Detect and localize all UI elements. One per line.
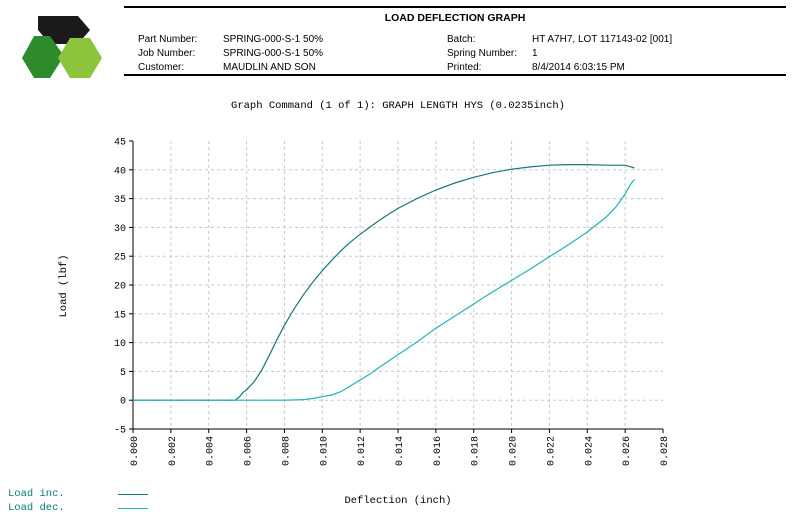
y-tick-label: 0 [120,397,126,408]
chart-grid [133,141,663,429]
part-number-label: Part Number: [138,34,198,45]
y-tick-label: 45 [114,138,126,149]
spring-number-value: 1 [532,48,538,59]
x-tick-label: 0.006 [244,436,255,466]
y-tick-label: 20 [114,282,126,293]
y-tick-label: 5 [120,368,126,379]
x-tick-label: 0.010 [319,436,330,466]
series-line-0 [133,164,635,401]
report-title: LOAD DEFLECTION GRAPH [384,12,526,24]
series-line-1 [133,179,636,401]
legend-swatch-load-inc [118,494,148,495]
x-tick-label: 0.020 [509,436,520,466]
x-tick-label: 0.004 [206,436,217,466]
x-tick-label: 0.022 [546,436,557,466]
x-tick-label: 0.026 [622,436,633,466]
spring-number-label: Spring Number: [447,48,518,59]
x-tick-label: 0.008 [281,436,292,466]
customer-value: MAUDLIN AND SON [223,62,316,73]
logo-hex-green-light [58,38,102,78]
batch-value: HT A7H7, LOT 117143-02 [001] [532,34,673,45]
x-tick-labels: 0.000 0.002 0.004 0.006 0.008 0.010 0.012 0.014… [130,436,671,466]
x-axis-label: Deflection (inch) [344,495,451,507]
job-number-label: Job Number: [138,48,196,59]
x-tick-label: 0.002 [168,436,179,466]
printed-label: Printed: [447,62,482,73]
report-header: LOAD DEFLECTION GRAPH Part Number: SPRIN… [124,6,786,76]
x-tick-label: 0.028 [660,436,671,466]
y-tick-label: 35 [114,195,126,206]
x-tick-label: 0.018 [471,436,482,466]
batch-label: Batch: [447,34,476,45]
x-tick-label: 0.012 [357,436,368,466]
logo-hex-green-dark [22,36,64,78]
job-number-value: SPRING-000-S-1 50% [223,48,324,59]
logo-hex-dark [38,16,90,44]
y-tick-label: -5 [114,426,126,437]
y-tick-label: 25 [114,253,126,264]
part-number-value: SPRING-000-S-1 50% [223,34,324,45]
y-tick-labels: -5 0 5 10 15 20 25 30 35 40 45 [114,138,126,437]
y-tick-label: 10 [114,339,126,350]
x-tick-label: 0.000 [130,436,141,466]
x-tick-label: 0.014 [395,436,406,466]
legend-label-load-inc: Load inc. [8,488,65,500]
legend-swatch-load-dec [118,508,148,509]
chart-axes [129,140,664,433]
y-tick-label: 40 [114,166,126,177]
printed-value: 8/4/2014 6:03:15 PM [532,62,625,73]
customer-label: Customer: [138,62,185,73]
chart-series [133,164,636,401]
y-tick-label: 15 [114,310,126,321]
x-tick-label: 0.016 [433,436,444,466]
company-logo [22,16,102,78]
legend-label-load-dec: Load dec. [8,502,65,514]
y-tick-label: 30 [114,224,126,235]
graph-command: Graph Command (1 of 1): GRAPH LENGTH HYS… [231,100,565,112]
x-tick-label: 0.024 [584,436,595,466]
y-axis-label: Load (lbf) [58,254,70,317]
